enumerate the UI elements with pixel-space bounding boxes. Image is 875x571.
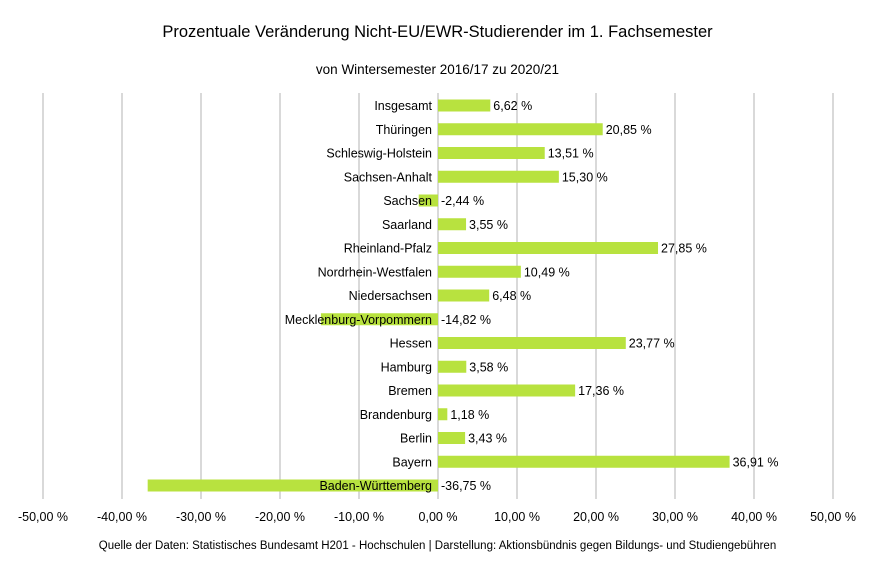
category-label: Bayern bbox=[392, 455, 432, 469]
x-axis-tick-labels: -50,00 % -40,00 % -30,00 % -20,00 % -10,00 %… bbox=[18, 510, 856, 524]
bar-thueringen bbox=[438, 123, 603, 136]
x-tick-label: -20,00 % bbox=[255, 510, 305, 524]
x-tick-label: 20,00 % bbox=[573, 510, 619, 524]
category-label: Baden-Württemberg bbox=[319, 479, 432, 493]
data-label: 23,77 % bbox=[629, 337, 675, 351]
source-note: Quelle der Daten: Statistisches Bundesam… bbox=[98, 540, 777, 552]
bar-bayern bbox=[438, 455, 730, 468]
bar-hamburg bbox=[438, 360, 467, 373]
bar-brandenburg bbox=[438, 408, 448, 421]
bar-insgesamt bbox=[438, 99, 491, 112]
data-label: 6,48 % bbox=[492, 289, 531, 303]
data-label: -36,75 % bbox=[441, 479, 491, 493]
x-tick-label: 10,00 % bbox=[494, 510, 540, 524]
data-label: 17,36 % bbox=[578, 384, 624, 398]
data-label: 20,85 % bbox=[606, 123, 652, 137]
bar-baden-wuerttemberg bbox=[147, 479, 439, 492]
category-label: Rheinland-Pfalz bbox=[344, 242, 432, 256]
category-label: Hamburg bbox=[381, 360, 432, 374]
bars bbox=[147, 99, 730, 492]
bar-sachsen-anhalt bbox=[438, 170, 559, 183]
x-tick-label: 50,00 % bbox=[810, 510, 856, 524]
data-label: 13,51 % bbox=[548, 147, 594, 161]
x-tick-label: -40,00 % bbox=[97, 510, 147, 524]
category-label: Brandenburg bbox=[360, 408, 432, 422]
x-tick-label: 40,00 % bbox=[731, 510, 777, 524]
data-label: 36,91 % bbox=[733, 455, 779, 469]
bar-berlin bbox=[438, 432, 466, 444]
category-labels: Insgesamt Thüringen Schleswig-Holstein Sach… bbox=[285, 99, 433, 493]
data-labels: 6,62 % 20,85 % 13,51 % 15,30 % -2,44 % 3,55 %… bbox=[441, 99, 778, 493]
chart-title: Prozentuale Veränderung Nicht-EU/EWR-Stu… bbox=[162, 23, 713, 41]
x-tick-label: 0,00 % bbox=[419, 510, 458, 524]
bar-bremen bbox=[438, 384, 576, 397]
data-label: 1,18 % bbox=[450, 408, 489, 422]
data-label: -2,44 % bbox=[441, 194, 484, 208]
category-label: Sachsen bbox=[383, 194, 432, 208]
bar-rheinland-pfalz bbox=[438, 242, 659, 254]
gridlines bbox=[42, 93, 834, 499]
category-label: Insgesamt bbox=[374, 99, 432, 113]
category-label: Berlin bbox=[400, 432, 432, 446]
data-label: 6,62 % bbox=[493, 99, 532, 113]
bar-hessen bbox=[438, 337, 626, 349]
category-label: Mecklenburg-Vorpommern bbox=[285, 313, 432, 327]
category-label: Nordrhein-Westfalen bbox=[318, 265, 432, 279]
x-tick-label: 30,00 % bbox=[652, 510, 698, 524]
category-label: Sachsen-Anhalt bbox=[344, 170, 433, 184]
category-label: Saarland bbox=[382, 218, 432, 232]
category-label: Hessen bbox=[390, 337, 432, 351]
bar-saarland bbox=[438, 218, 467, 231]
data-label: 27,85 % bbox=[661, 242, 707, 256]
data-label: 10,49 % bbox=[524, 265, 570, 279]
data-label: 3,43 % bbox=[468, 432, 507, 446]
data-label: 15,30 % bbox=[562, 170, 608, 184]
category-label: Bremen bbox=[388, 384, 432, 398]
category-label: Schleswig-Holstein bbox=[326, 147, 432, 161]
bar-sachsen bbox=[418, 194, 438, 207]
bar-mecklenburg-vorpommern bbox=[320, 313, 438, 326]
x-tick-label: -30,00 % bbox=[176, 510, 226, 524]
x-tick-label: -10,00 % bbox=[334, 510, 384, 524]
data-label: -14,82 % bbox=[441, 313, 491, 327]
x-tick-label: -50,00 % bbox=[18, 510, 68, 524]
category-label: Niedersachsen bbox=[349, 289, 432, 303]
bar-schleswig-holstein bbox=[438, 147, 545, 159]
category-label: Thüringen bbox=[376, 123, 432, 137]
data-label: 3,55 % bbox=[469, 218, 508, 232]
chart-subtitle: von Wintersemester 2016/17 zu 2020/21 bbox=[315, 62, 560, 77]
bar-niedersachsen bbox=[438, 289, 490, 302]
data-label: 3,58 % bbox=[469, 360, 508, 374]
bar-nordrhein-westfalen bbox=[438, 265, 521, 278]
